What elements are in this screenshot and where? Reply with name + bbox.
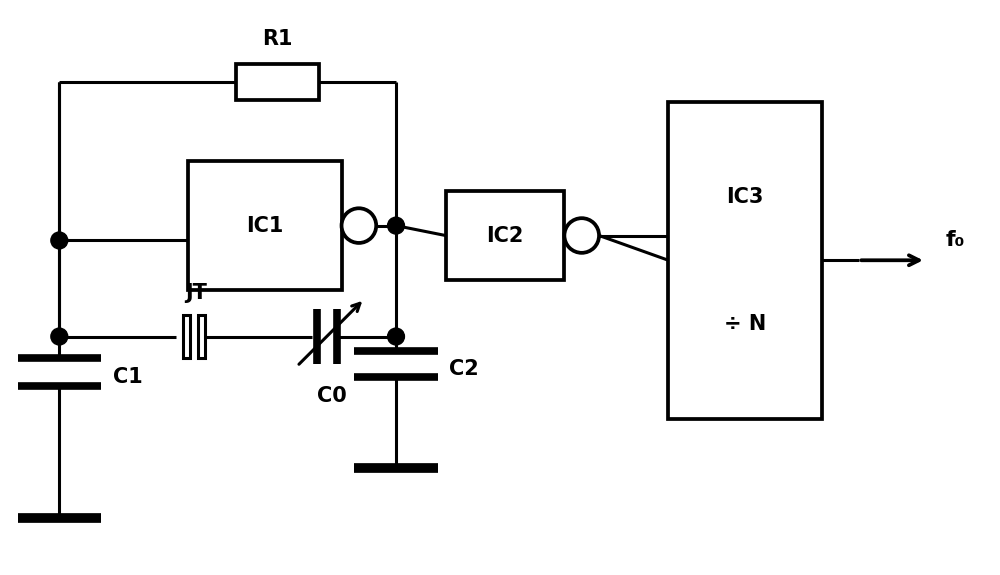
Bar <box>198 315 205 358</box>
Text: C0: C0 <box>317 386 347 406</box>
Circle shape <box>388 217 404 234</box>
Text: IC2: IC2 <box>486 225 524 246</box>
Text: R1: R1 <box>262 29 292 49</box>
Circle shape <box>564 218 599 253</box>
Bar <box>183 315 190 358</box>
Circle shape <box>388 328 404 345</box>
Bar <box>446 191 564 280</box>
Text: f₀: f₀ <box>946 231 965 251</box>
Text: JT: JT <box>185 283 207 303</box>
Text: C1: C1 <box>113 367 143 387</box>
Text: C2: C2 <box>449 359 479 379</box>
Circle shape <box>51 328 68 345</box>
Bar <box>188 161 342 290</box>
Text: IC3: IC3 <box>726 187 764 207</box>
Bar <box>236 64 319 100</box>
Text: ÷ N: ÷ N <box>724 313 766 333</box>
Text: IC1: IC1 <box>246 216 283 236</box>
Circle shape <box>51 232 68 249</box>
Bar <box>668 102 822 419</box>
Circle shape <box>342 208 376 243</box>
